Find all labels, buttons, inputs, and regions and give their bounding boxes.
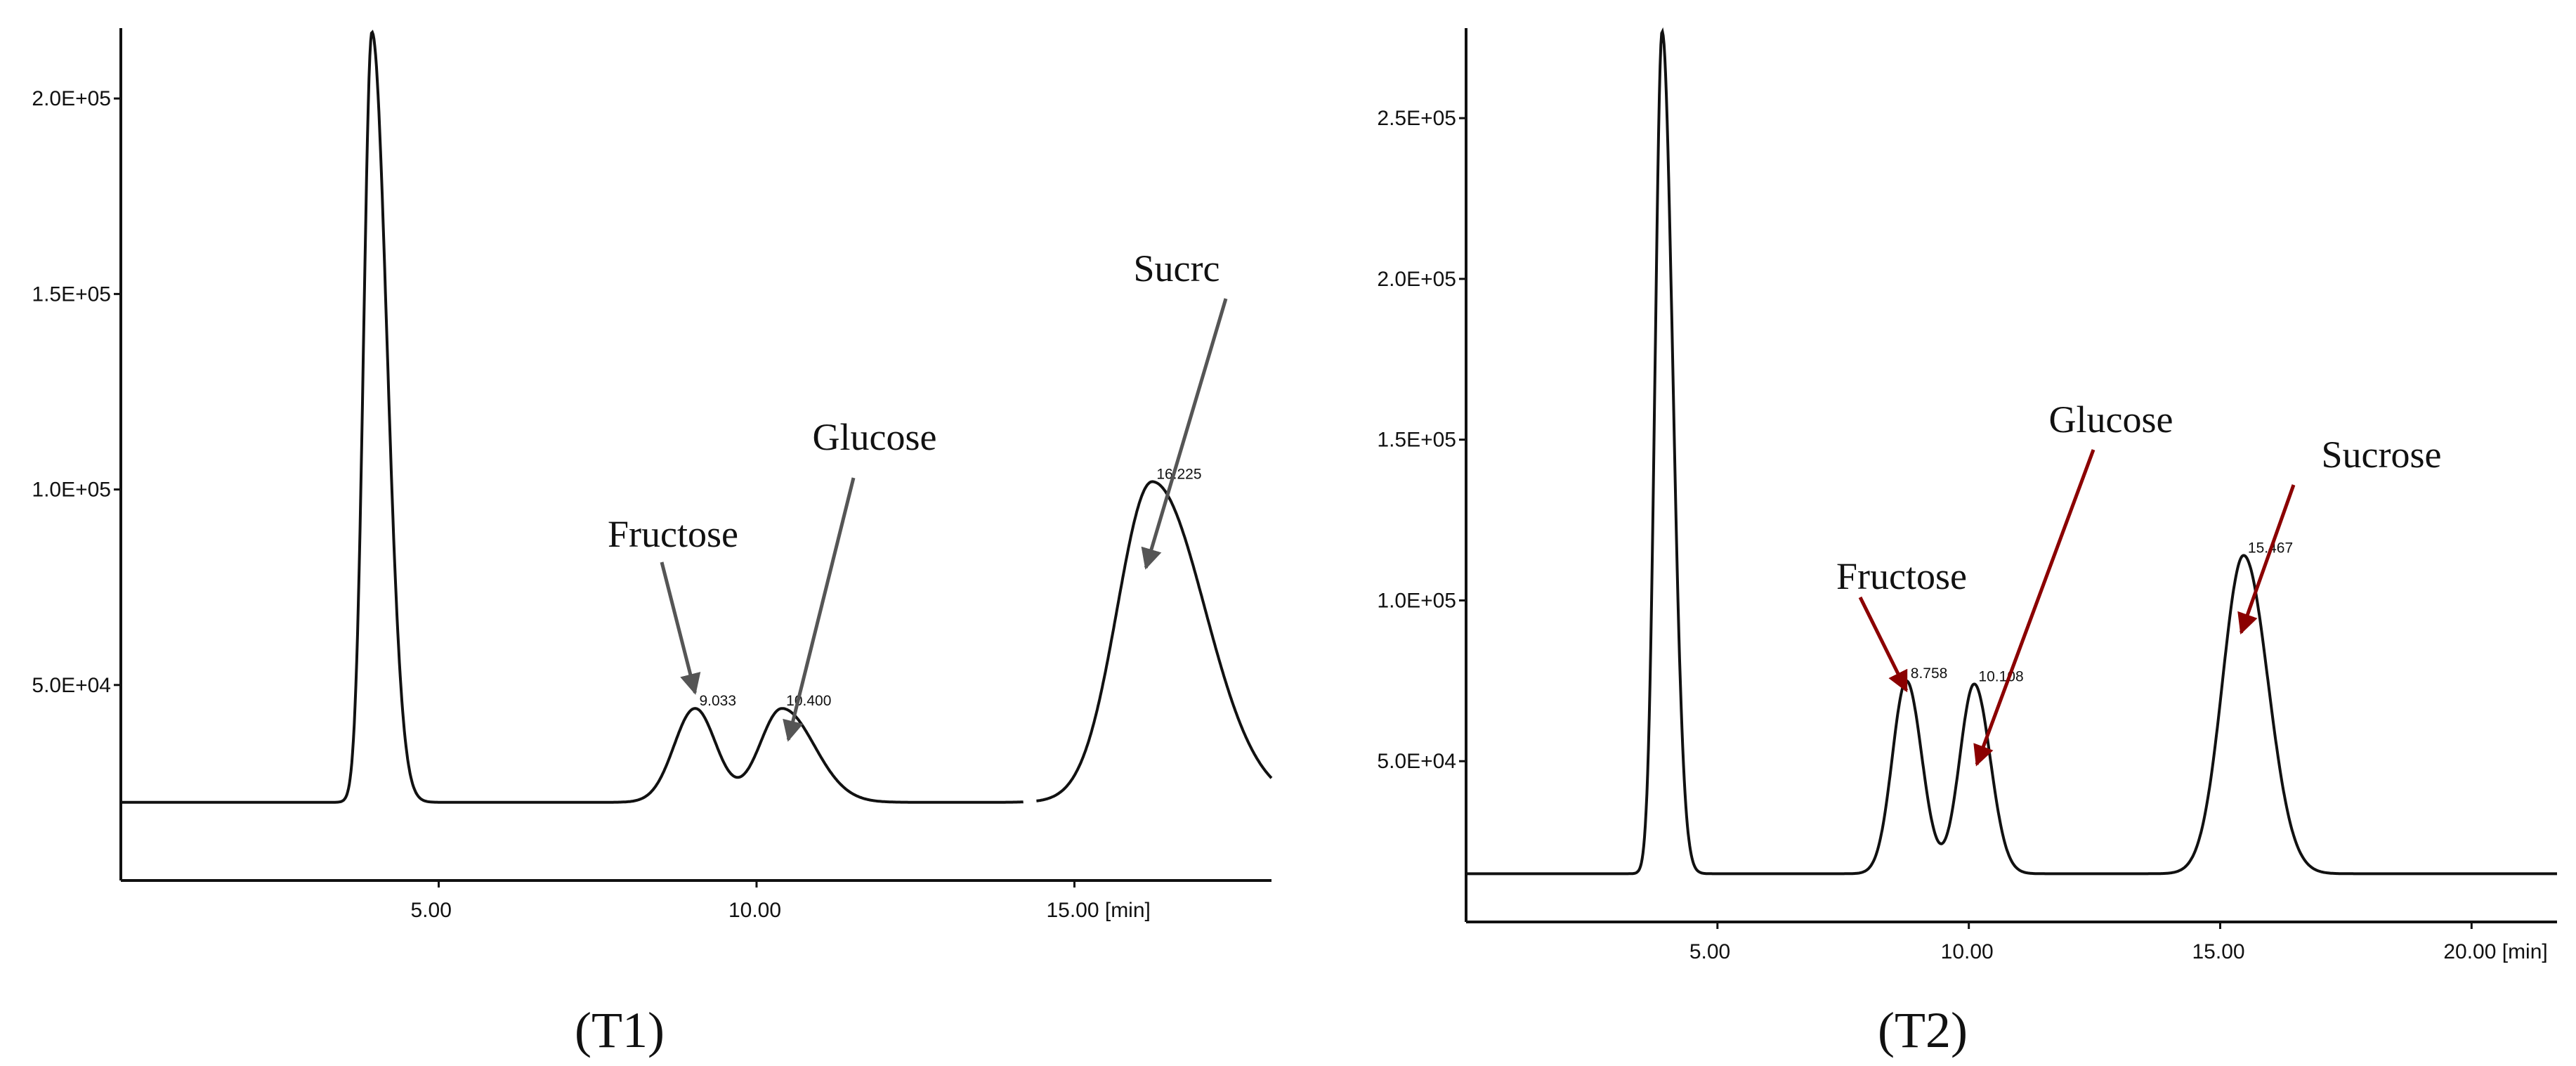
chart-axes bbox=[1465, 28, 2557, 923]
x-tick-label: 10.00 bbox=[728, 899, 781, 922]
y-axis-ticks: 5.0E+04 1.0E+05 1.5E+05 2.0E+05 bbox=[32, 87, 121, 697]
chart-panel-t2: 5.0E+04 1.0E+05 1.5E+05 2.0E+05 2.5E+05 5.00… bbox=[1377, 27, 2557, 1058]
compound-label: Fructose bbox=[1836, 555, 1967, 597]
y-tick-label: 2.0E+05 bbox=[32, 87, 111, 110]
peak-rt-label: 8.758 bbox=[1911, 665, 1948, 682]
x-tick-label: 20.00 [min] bbox=[2443, 940, 2547, 963]
x-axis-ticks: 5.00 10.00 15.00 20.00 [min] bbox=[1689, 922, 2548, 963]
compound-label: Sucrose bbox=[2322, 434, 2442, 476]
peak-rt-label: 10.400 bbox=[786, 693, 831, 709]
y-axis-ticks: 5.0E+04 1.0E+05 1.5E+05 2.0E+05 2.5E+05 bbox=[1377, 107, 1466, 773]
annotation-arrow bbox=[1141, 298, 1228, 570]
y-tick-label: 5.0E+04 bbox=[1377, 750, 1456, 773]
x-tick-label: 10.00 bbox=[1941, 940, 1994, 963]
chromatogram-trace bbox=[1466, 27, 2557, 876]
y-tick-label: 2.0E+05 bbox=[1377, 268, 1456, 291]
peak-labels: 9.033 10.400 16.225 bbox=[699, 466, 1201, 709]
compound-label: Fructose bbox=[608, 513, 738, 555]
compound-label: Glucose bbox=[813, 416, 937, 458]
annotation-arrow bbox=[783, 477, 856, 742]
y-tick-label: 1.0E+05 bbox=[1377, 589, 1456, 612]
chart-axes bbox=[119, 28, 1271, 882]
x-tick-label: 15.00 [min] bbox=[1046, 899, 1150, 922]
y-tick-label: 1.0E+05 bbox=[32, 479, 111, 502]
annotation-arrow bbox=[1973, 449, 2096, 767]
annotation-arrow bbox=[2237, 484, 2296, 635]
panel-label: (T1) bbox=[575, 1002, 665, 1058]
y-tick-label: 5.0E+04 bbox=[32, 674, 111, 697]
compound-label: Sucrc bbox=[1134, 247, 1220, 290]
annotation-arrow bbox=[660, 561, 701, 695]
x-axis-ticks: 5.00 10.00 15.00 [min] bbox=[410, 880, 1151, 922]
x-tick-label: 5.00 bbox=[1689, 940, 1730, 963]
peak-rt-label: 9.033 bbox=[699, 693, 736, 709]
chart-panel-t1: 5.0E+04 1.0E+05 1.5E+05 2.0E+05 5.00 10.00 15… bbox=[32, 28, 1273, 1058]
x-tick-label: 5.00 bbox=[410, 899, 451, 922]
y-tick-label: 1.5E+05 bbox=[1377, 429, 1456, 452]
peak-rt-label: 16.225 bbox=[1156, 466, 1201, 482]
chromatogram-trace bbox=[121, 30, 1273, 804]
peak-rt-label: 10.108 bbox=[1978, 668, 2023, 684]
peak-annotations: Fructose Glucose Sucrc bbox=[608, 247, 1228, 742]
x-tick-label: 15.00 bbox=[2192, 940, 2245, 963]
panel-label: (T2) bbox=[1878, 1002, 1968, 1058]
y-tick-label: 1.5E+05 bbox=[32, 282, 111, 306]
y-tick-label: 2.5E+05 bbox=[1377, 107, 1456, 130]
peak-annotations: Fructose Glucose Sucrose bbox=[1836, 398, 2442, 767]
compound-label: Glucose bbox=[2049, 398, 2173, 441]
annotation-arrow bbox=[1858, 596, 1909, 693]
